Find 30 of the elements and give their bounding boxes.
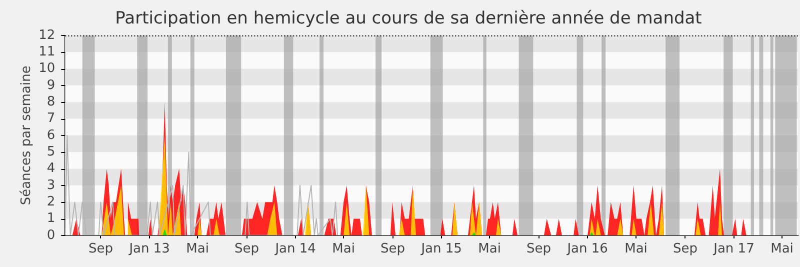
x-tick-label: Mai xyxy=(624,242,648,257)
x-tick-label: Jan 15 xyxy=(420,242,462,257)
x-tick-label: Mai xyxy=(186,242,209,257)
x-tick-label: Sep xyxy=(672,242,698,257)
x-tick-label: Sep xyxy=(380,242,406,257)
x-tick-label: Mai xyxy=(332,242,355,257)
y-tick-label: 12 xyxy=(38,28,56,43)
y-tick-label: 8 xyxy=(46,94,56,110)
y-tick-label: 3 xyxy=(46,178,56,193)
y-tick-label: 4 xyxy=(46,161,56,176)
x-tick-label: Jan 13 xyxy=(128,242,170,257)
x-tick-label: Mai xyxy=(770,242,794,257)
x-tick-label: Jan 17 xyxy=(712,242,754,257)
y-tick-label: 10 xyxy=(38,61,56,76)
y-tick-label: 9 xyxy=(46,78,56,93)
y-tick-label: 7 xyxy=(46,111,56,126)
x-tick-label: Sep xyxy=(88,242,114,257)
x-tick-label: Jan 14 xyxy=(274,242,316,257)
chart-title: Participation en hemicycle au cours de sa dernière année de mandat xyxy=(115,8,702,29)
y-axis-title: Séances par semaine xyxy=(19,66,34,206)
x-tick-label: Sep xyxy=(234,242,260,257)
x-tick-label: Mai xyxy=(478,242,501,257)
x-tick-label: Sep xyxy=(526,242,552,257)
y-tick-label: 11 xyxy=(38,44,56,60)
y-tick-label: 5 xyxy=(46,144,56,160)
x-tick-label: Jan 16 xyxy=(566,242,608,257)
y-tick-label: 6 xyxy=(46,128,56,143)
y-tick-label: 1 xyxy=(46,211,56,226)
y-tick-label: 2 xyxy=(46,194,56,210)
y-tick-label: 0 xyxy=(46,228,56,243)
